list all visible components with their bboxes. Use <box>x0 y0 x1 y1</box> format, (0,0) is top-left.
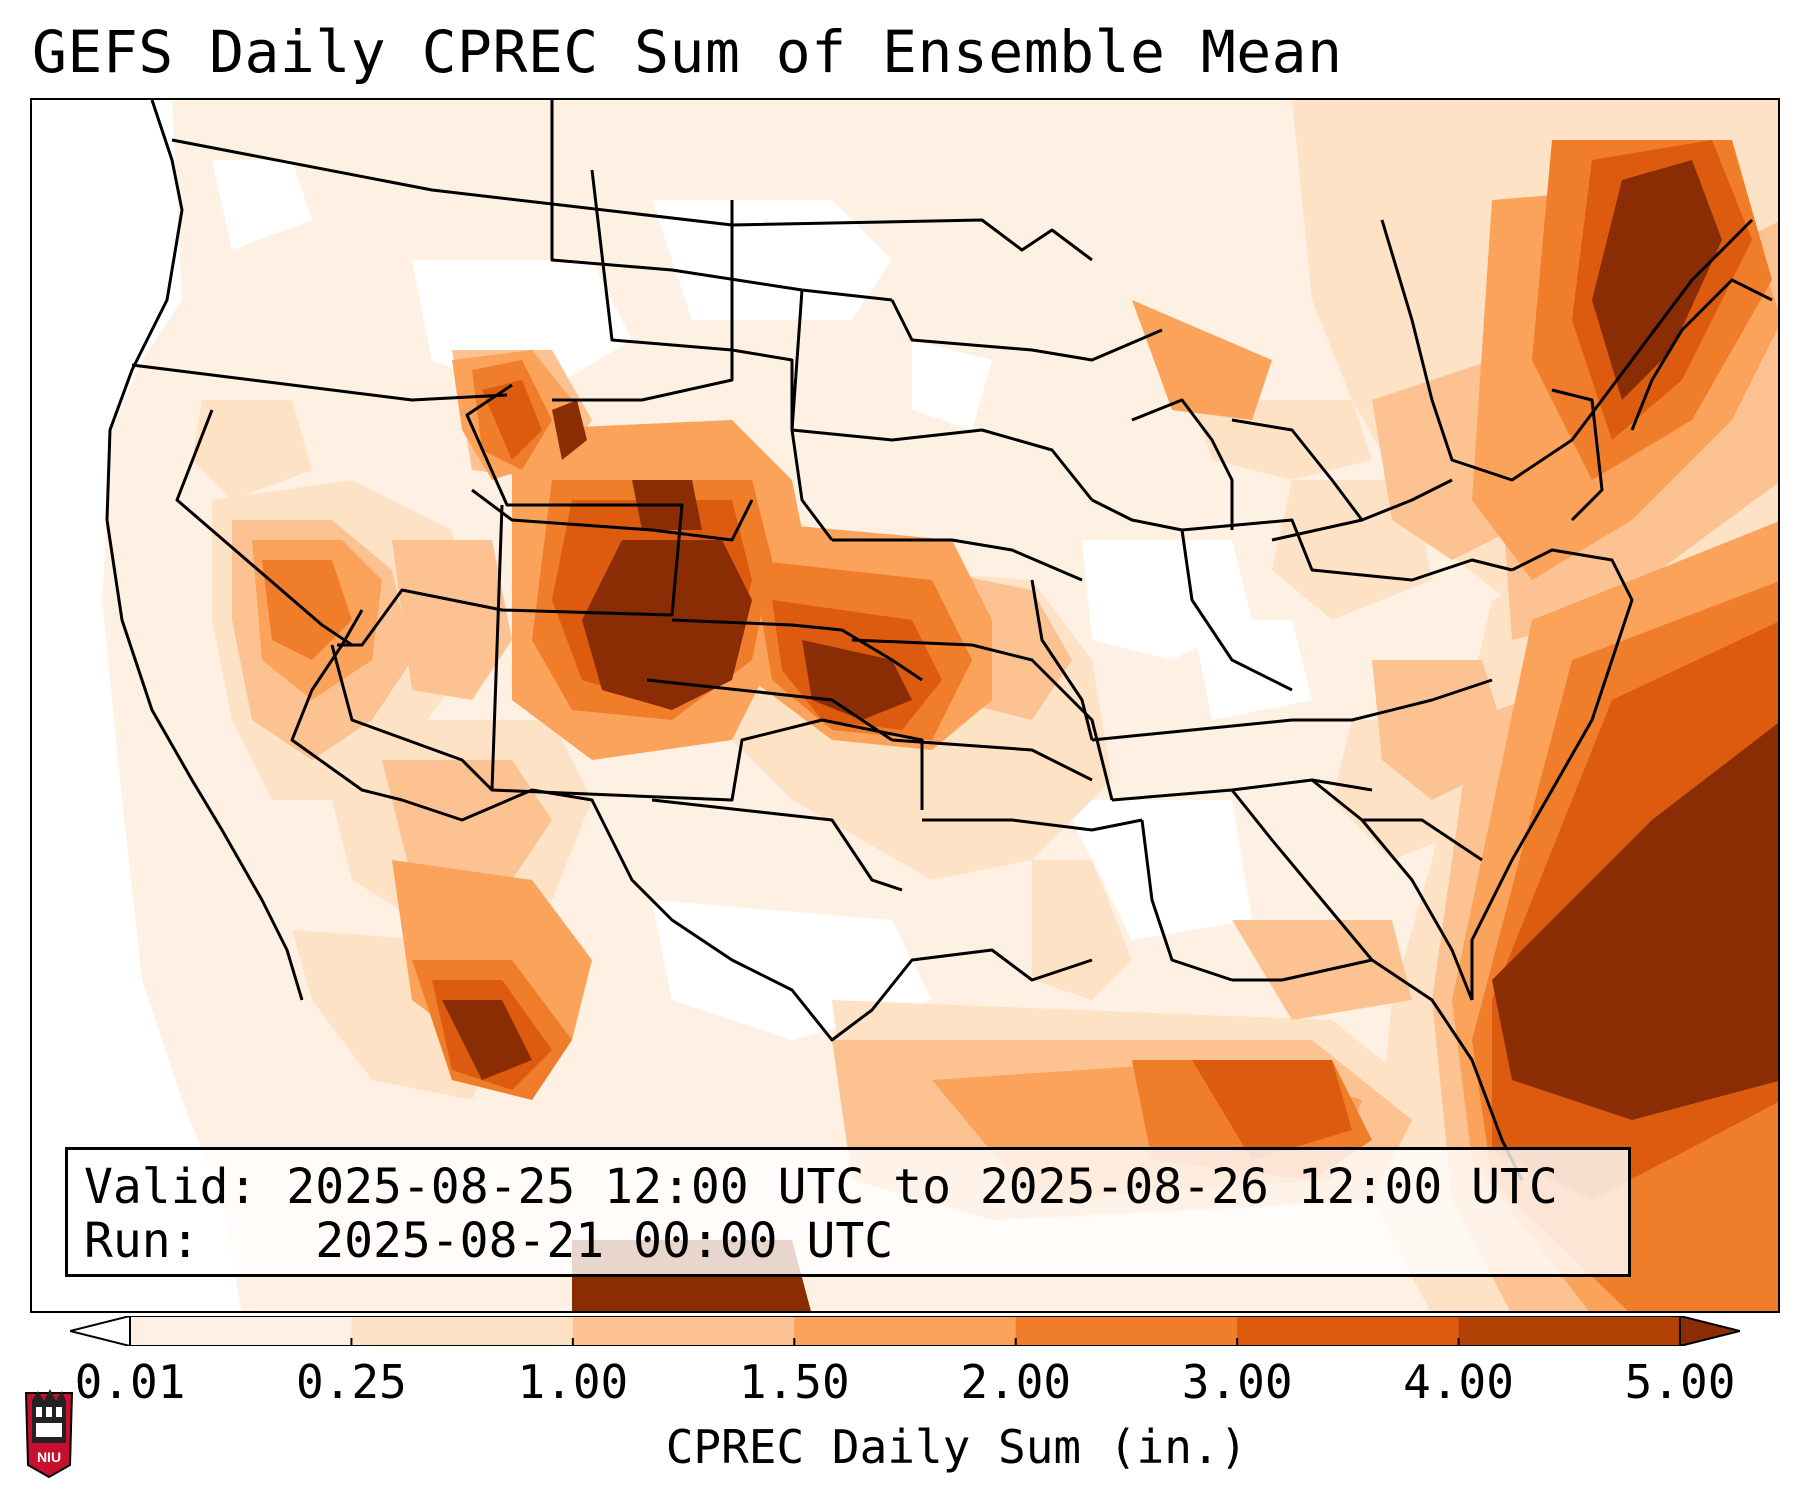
valid-label: Valid: <box>84 1159 258 1215</box>
colorbar-extend-min <box>70 1316 131 1346</box>
map-canvas <box>32 100 1778 1311</box>
run-value: 2025-08-21 00:00 UTC <box>315 1213 894 1269</box>
colorbar-tick-labels: 0.01 0.25 1.00 1.50 2.00 3.00 4.00 5.00 <box>0 1355 1803 1415</box>
colorbar <box>70 1316 1740 1346</box>
colorbar-title: CPREC Daily Sum (in.) <box>665 1420 1248 1474</box>
colorbar-segments <box>129 1316 1681 1346</box>
colorbar-tick-label: 3.00 <box>1181 1355 1293 1409</box>
colorbar-segment <box>1015 1316 1238 1346</box>
run-label: Run: <box>84 1213 200 1269</box>
niu-logo: NIU <box>20 1383 78 1479</box>
colorbar-segment <box>1237 1316 1460 1346</box>
colorbar-tick-label: 5.00 <box>1624 1355 1736 1409</box>
boundaries <box>105 100 1773 1181</box>
west-coast <box>105 100 304 1001</box>
colorbar-tick-label: 1.00 <box>517 1355 629 1409</box>
precip-map <box>30 98 1780 1313</box>
valid-line: Valid: 2025-08-25 12:00 UTC to 2025-08-2… <box>84 1160 1612 1214</box>
colorbar-tick-label: 0.01 <box>74 1355 186 1409</box>
colorbar-segment <box>351 1316 574 1346</box>
colorbar-tick-label: 2.00 <box>960 1355 1072 1409</box>
logo-text: NIU <box>37 1449 61 1465</box>
colorbar-tick-label: 0.25 <box>296 1355 407 1409</box>
colorbar-segment <box>130 1316 352 1346</box>
colorbar-ticks <box>129 1338 1681 1346</box>
valid-value: 2025-08-25 12:00 UTC to 2025-08-26 12:00… <box>286 1159 1558 1215</box>
colorbar-segment <box>1458 1316 1681 1346</box>
colorbar-tick-label: 1.50 <box>738 1355 850 1409</box>
pacific-no-precip <box>32 100 242 1311</box>
colorbar-segment <box>794 1316 1017 1346</box>
run-line: Run: 2025-08-21 00:00 UTC <box>84 1214 1612 1268</box>
colorbar-tick-label: 4.00 <box>1403 1355 1514 1409</box>
colorbar-segment <box>572 1316 795 1346</box>
map-title: GEFS Daily CPREC Sum of Ensemble Mean <box>32 18 1343 86</box>
validity-info-box: Valid: 2025-08-25 12:00 UTC to 2025-08-2… <box>65 1147 1631 1277</box>
colorbar-extend-max <box>1679 1316 1740 1346</box>
